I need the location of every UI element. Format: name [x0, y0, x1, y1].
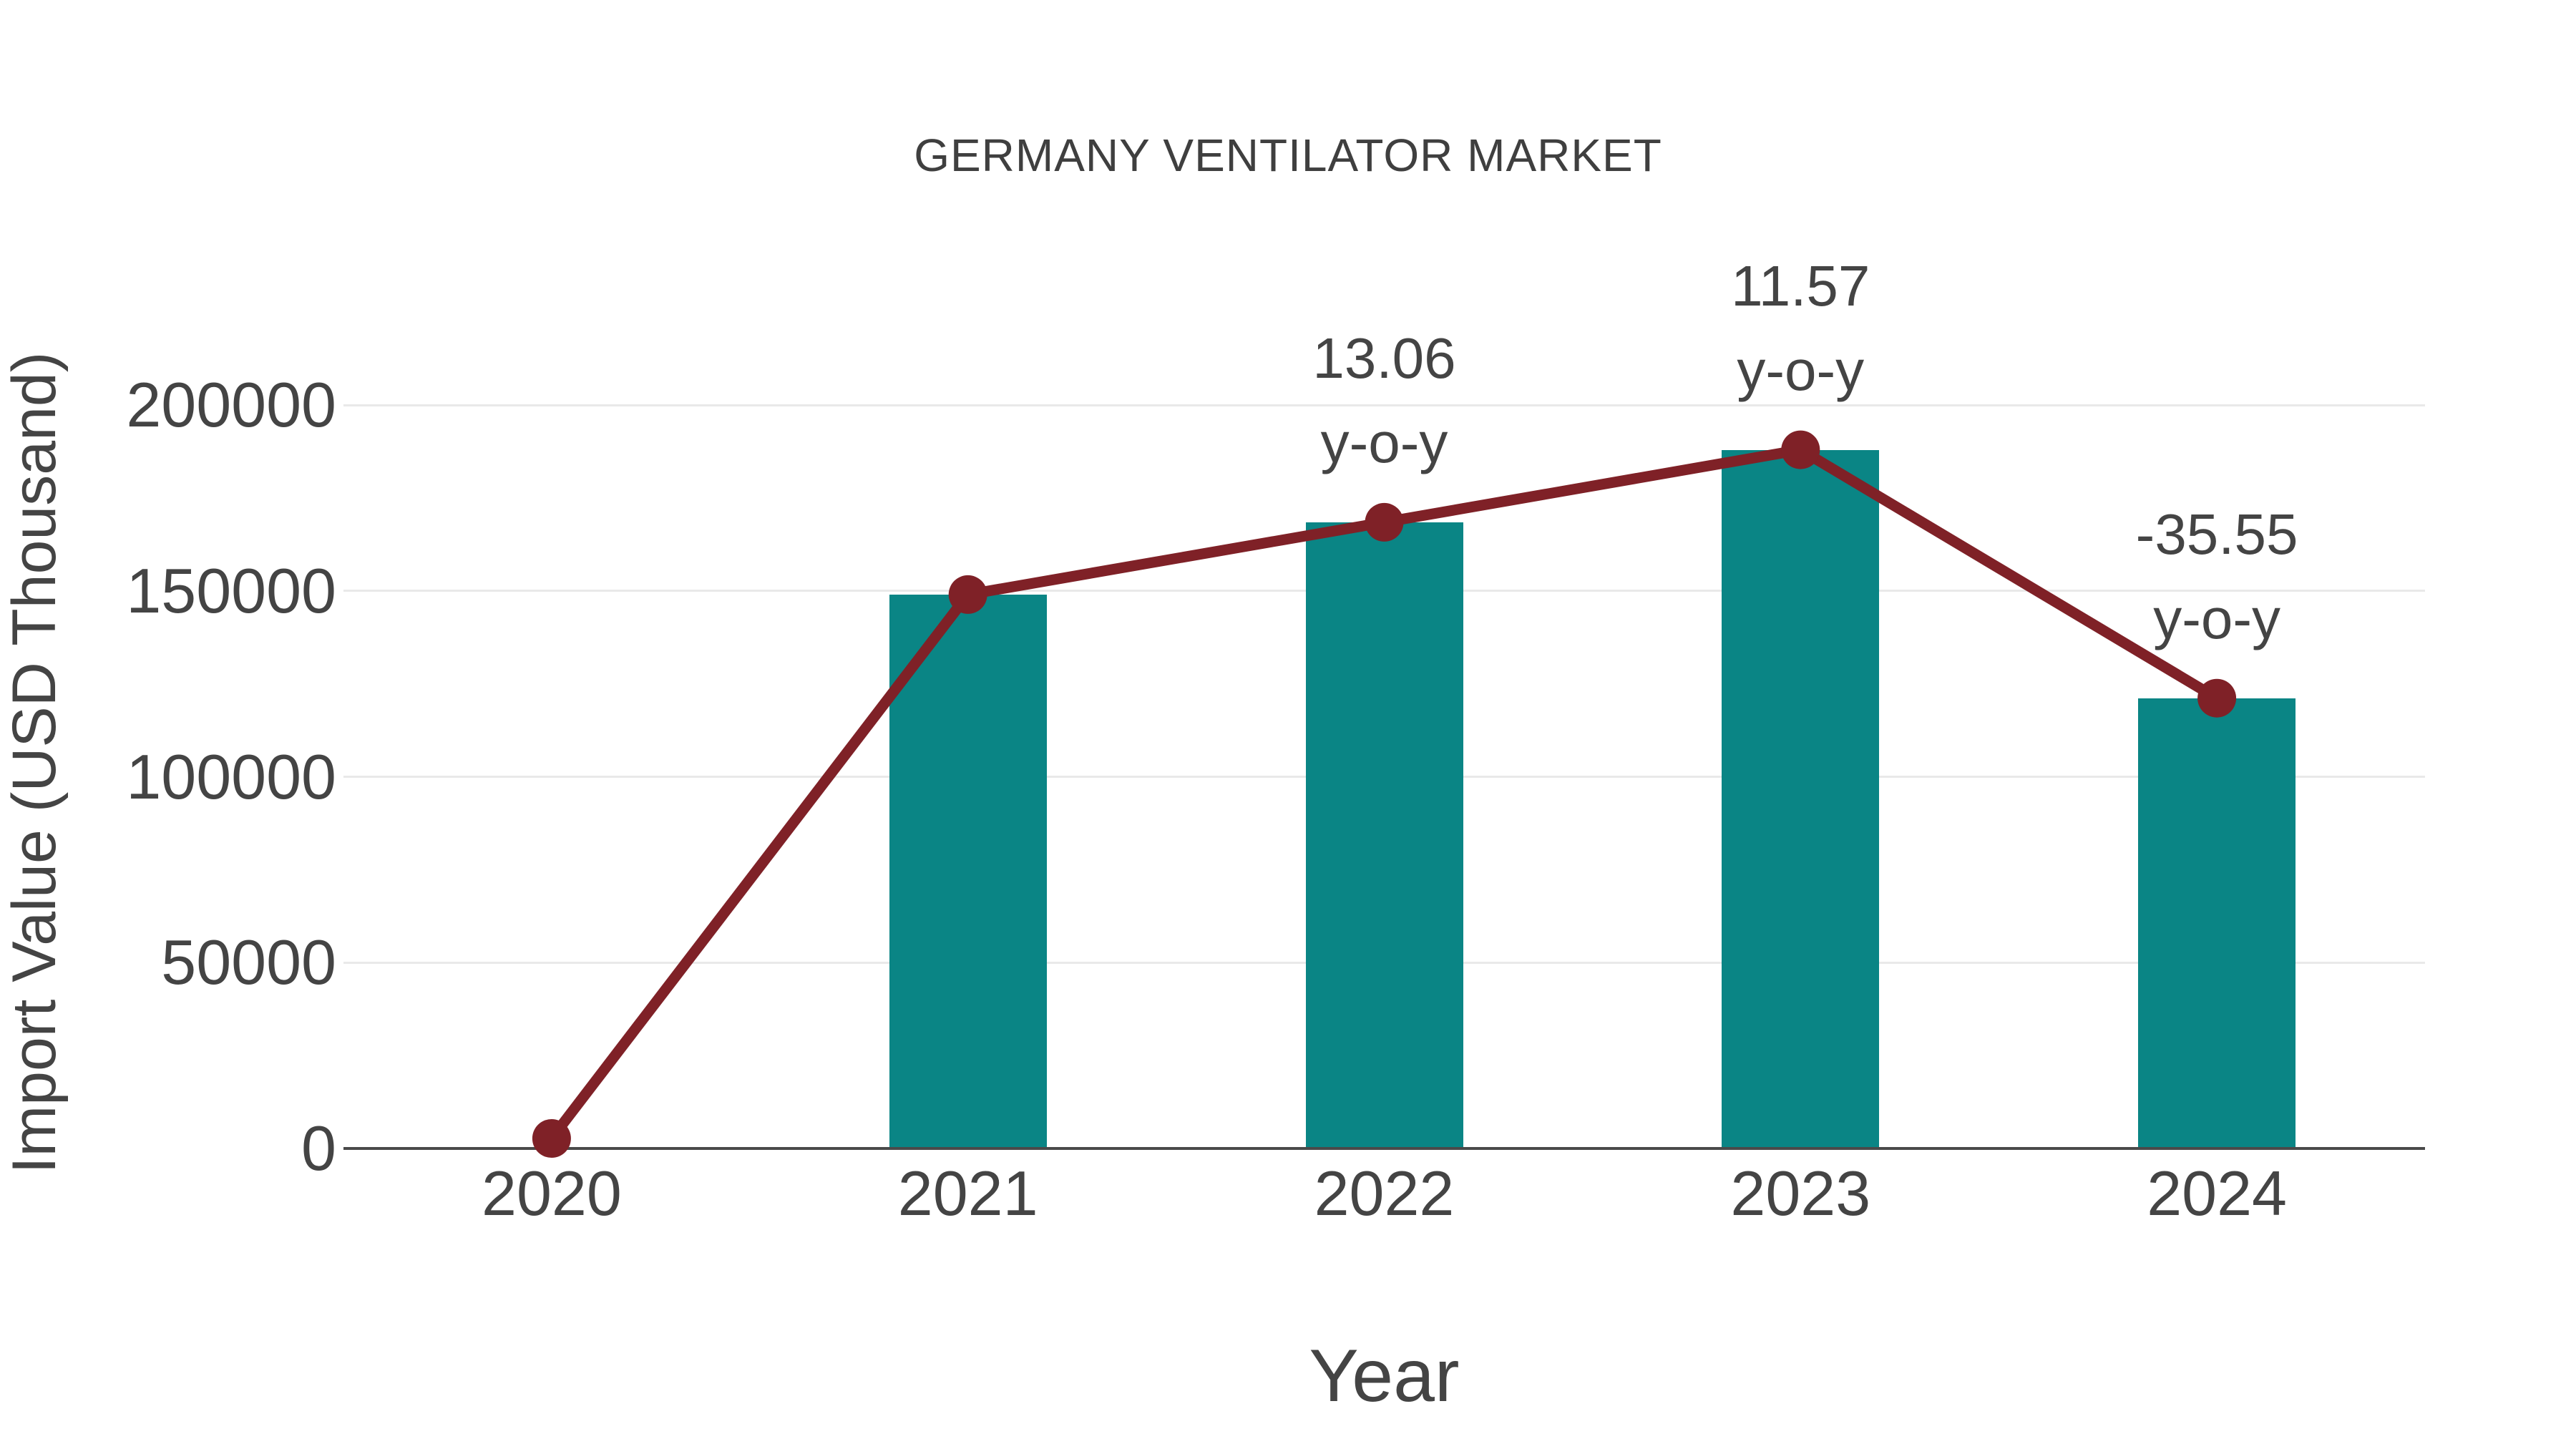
annotation-suffix: y-o-y: [2153, 586, 2280, 650]
x-tick-label-2021: 2021: [897, 1158, 1038, 1229]
x-tick-label-2023: 2023: [1730, 1158, 1871, 1229]
annotation-2023: 11.57 y-o-y: [1586, 244, 2015, 413]
gridline-200000: [343, 404, 2425, 406]
y-tick-label-0: 0: [301, 1113, 336, 1184]
annotation-suffix: y-o-y: [1320, 410, 1448, 474]
y-tick-label-100000: 100000: [126, 741, 336, 812]
y-tick-label-150000: 150000: [126, 555, 336, 626]
bar-2024[interactable]: [2138, 698, 2296, 1148]
x-axis-title: Year: [1309, 1335, 1460, 1418]
marker-2020[interactable]: [532, 1119, 571, 1158]
bar-2021[interactable]: [889, 594, 1047, 1148]
y-axis-title: Import Value (USD Thousand): [0, 351, 69, 1174]
y-tick-label-50000: 50000: [161, 927, 336, 998]
y-tick-label-200000: 200000: [126, 369, 336, 440]
bar-2022[interactable]: [1305, 522, 1463, 1148]
annotation-2022: 13.06 y-o-y: [1170, 316, 1599, 485]
bar-2023[interactable]: [1722, 449, 1880, 1148]
annotation-value: -35.55: [2135, 502, 2298, 566]
annotation-2024: -35.55 y-o-y: [2002, 492, 2431, 661]
annotation-suffix: y-o-y: [1737, 338, 1865, 402]
x-axis-line: [343, 1147, 2425, 1150]
annotation-value: 13.06: [1312, 326, 1456, 390]
x-tick-label-2020: 2020: [482, 1158, 622, 1229]
annotation-value: 11.57: [1731, 253, 1870, 318]
x-tick-label-2024: 2024: [2147, 1158, 2287, 1229]
chart-title: GERMANY VENTILATOR MARKET: [914, 130, 1662, 181]
x-tick-label-2022: 2022: [1314, 1158, 1455, 1229]
